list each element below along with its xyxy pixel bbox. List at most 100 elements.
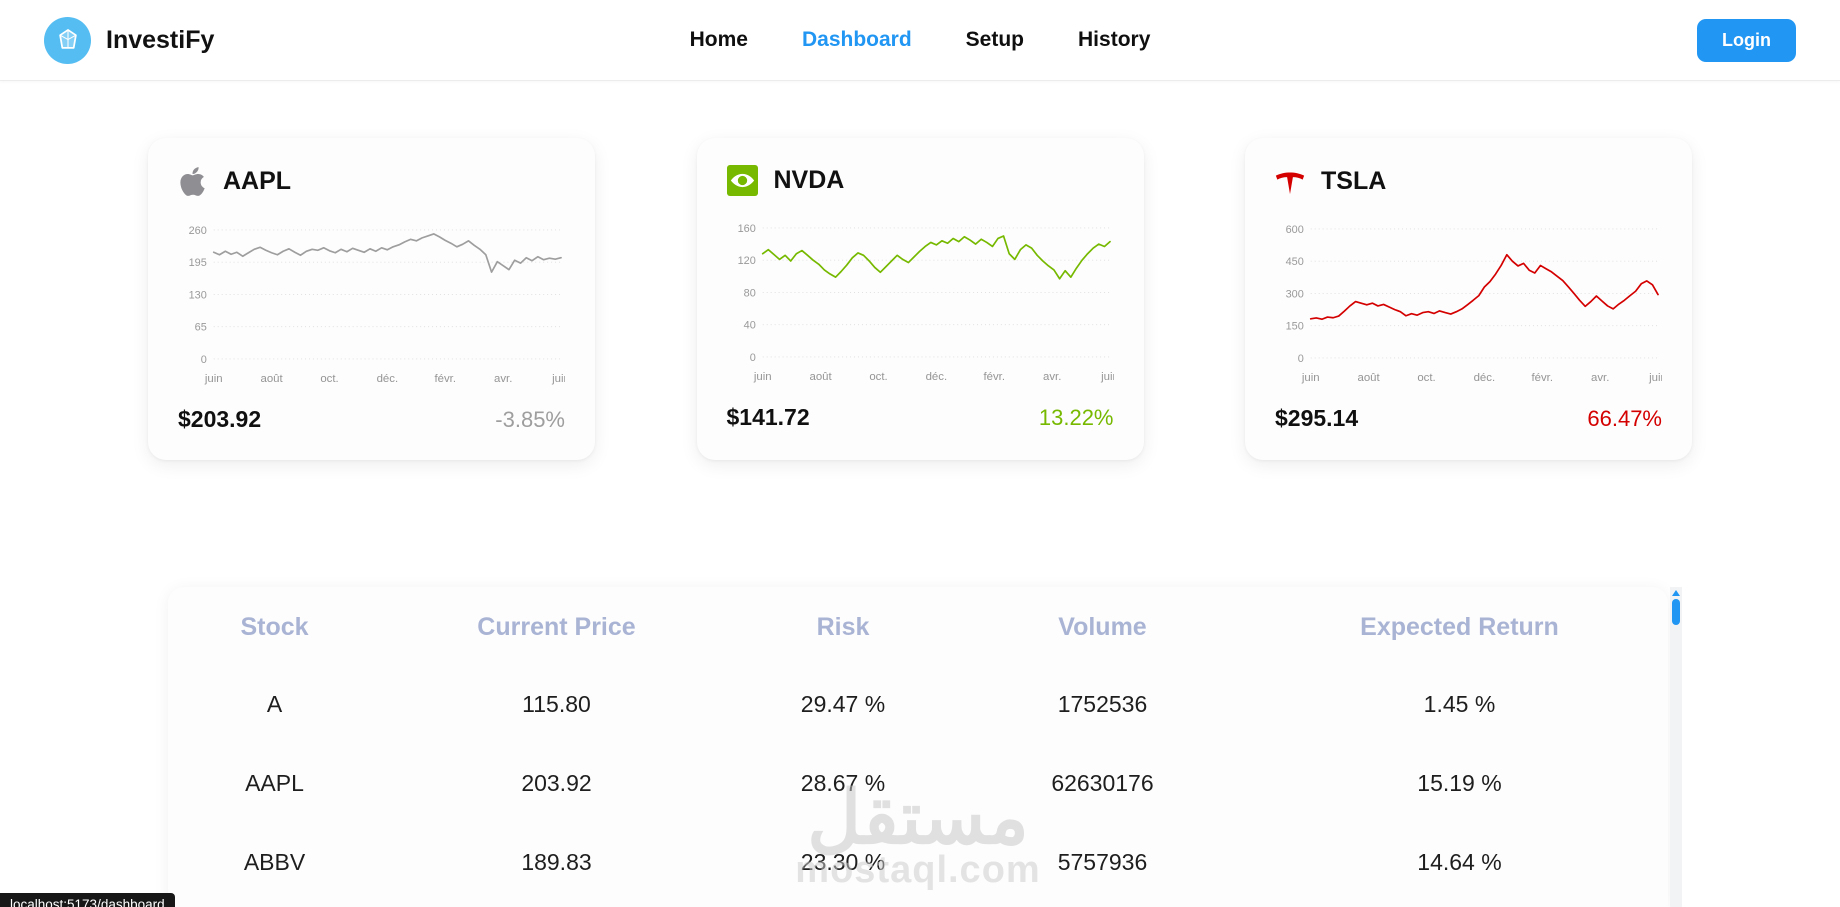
- current-price: $203.92: [178, 405, 262, 432]
- svg-text:300: 300: [1286, 288, 1304, 300]
- nav-item-dashboard[interactable]: Dashboard: [801, 28, 912, 51]
- column-header-stock: Stock: [240, 612, 309, 641]
- svg-text:avr.: avr.: [494, 373, 512, 385]
- change-percent: 13.22%: [1038, 404, 1114, 430]
- svg-text:juin: juin: [1100, 371, 1114, 383]
- cell-risk: 28.67 %: [800, 770, 886, 796]
- svg-text:juin: juin: [1301, 372, 1320, 384]
- svg-text:juin: juin: [1648, 372, 1662, 384]
- cell-risk: 23.30 %: [800, 849, 886, 875]
- stock-card-aapl: AAPL 260 195 130 65 0 juin août oct. déc. févr. av…: [148, 138, 595, 460]
- svg-text:oct.: oct.: [320, 373, 338, 385]
- table-header-row: Stock Current Price Risk Volume Expected…: [168, 607, 1668, 647]
- cell-volume: 62630176: [1051, 770, 1154, 796]
- nvda-sparkline-chart: 160 120 80 40 0 juin août oct. déc. févr. avr. juin: [737, 223, 1118, 383]
- svg-text:0: 0: [749, 352, 755, 364]
- table-body: A 115.80 29.47 % 1752536 1.45 % AAPL 203…: [168, 665, 1668, 902]
- svg-text:80: 80: [743, 287, 755, 299]
- cell-return: 1.45 %: [1423, 691, 1496, 717]
- top-nav-bar: InvestiFy Home Dashboard Setup History L…: [0, 0, 1840, 81]
- svg-text:450: 450: [1286, 256, 1304, 268]
- svg-text:févr.: févr.: [983, 371, 1005, 383]
- login-button[interactable]: Login: [1697, 18, 1796, 62]
- brand-logo-icon: [44, 16, 91, 64]
- current-price: $141.72: [726, 403, 810, 430]
- svg-text:avr.: avr.: [1042, 371, 1060, 383]
- brand[interactable]: InvestiFy: [44, 16, 215, 64]
- card-header: TSLA: [1275, 165, 1662, 197]
- card-header: AAPL: [178, 165, 565, 198]
- card-footer: $295.14 66.47%: [1275, 405, 1662, 432]
- change-percent: 66.47%: [1587, 405, 1662, 431]
- svg-text:août: août: [260, 373, 283, 385]
- svg-text:juin: juin: [204, 373, 223, 385]
- cell-stock: ABBV: [243, 849, 306, 875]
- apple-logo-icon: [178, 165, 207, 198]
- stocks-table: Stock Current Price Risk Volume Expected…: [168, 587, 1668, 907]
- cell-volume: 5757936: [1057, 849, 1148, 875]
- cell-volume: 1752536: [1057, 691, 1148, 717]
- svg-text:févr.: févr.: [434, 373, 456, 385]
- cell-price: 189.83: [521, 849, 592, 875]
- svg-text:juin: juin: [551, 373, 565, 385]
- nav-item-history[interactable]: History: [1078, 28, 1151, 51]
- svg-text:0: 0: [1298, 353, 1304, 365]
- cell-price: 115.80: [522, 691, 591, 717]
- cell-stock: A: [266, 691, 283, 717]
- svg-text:150: 150: [1286, 321, 1304, 333]
- brand-name: InvestiFy: [106, 25, 215, 54]
- svg-text:195: 195: [189, 257, 207, 269]
- svg-text:déc.: déc.: [925, 371, 947, 383]
- scrollbar-up-arrow-icon[interactable]: [1672, 590, 1680, 596]
- nav-item-setup[interactable]: Setup: [965, 28, 1025, 51]
- column-header-volume: Volume: [1058, 612, 1147, 641]
- card-footer: $141.72 13.22%: [727, 404, 1114, 431]
- svg-text:0: 0: [201, 354, 207, 366]
- stock-cards-row: AAPL 260 195 130 65 0 juin août oct. déc. févr. av…: [148, 138, 1692, 460]
- table-row: A 115.80 29.47 % 1752536 1.45 %: [168, 665, 1668, 744]
- svg-text:120: 120: [737, 255, 755, 267]
- current-price: $295.14: [1275, 404, 1359, 431]
- svg-text:août: août: [1357, 372, 1380, 384]
- table-row: AAPL 203.92 28.67 % 62630176 15.19 %: [168, 744, 1668, 823]
- svg-text:130: 130: [189, 289, 207, 301]
- svg-text:févr.: févr.: [1531, 372, 1553, 384]
- table-scrollbar[interactable]: [1670, 587, 1682, 907]
- ticker-label: TSLA: [1321, 166, 1387, 195]
- card-header: NVDA: [726, 165, 1114, 196]
- stock-card-nvda: NVDA 160 120 80 40 0 juin août oct. déc. févr. avr…: [696, 138, 1144, 460]
- column-header-expected-return: Expected Return: [1360, 612, 1559, 641]
- ticker-label: AAPL: [223, 167, 292, 195]
- svg-text:260: 260: [189, 225, 207, 237]
- svg-text:40: 40: [743, 320, 755, 332]
- tsla-sparkline-chart: 600 450 300 150 0 juin août oct. déc. févr. avr. ju…: [1286, 224, 1667, 384]
- nvidia-logo-icon: [726, 165, 758, 196]
- column-header-risk: Risk: [816, 612, 870, 641]
- svg-text:oct.: oct.: [869, 371, 887, 383]
- cell-return: 15.19 %: [1417, 770, 1502, 796]
- cell-price: 203.92: [521, 770, 592, 796]
- status-url-tooltip: localhost:5173/dashboard: [0, 893, 175, 907]
- scrollbar-thumb[interactable]: [1672, 599, 1680, 625]
- svg-text:65: 65: [195, 322, 207, 334]
- tesla-logo-icon: [1275, 165, 1305, 197]
- ticker-label: NVDA: [773, 166, 845, 194]
- cell-return: 14.64 %: [1417, 849, 1502, 875]
- svg-text:déc.: déc.: [377, 373, 399, 385]
- cell-stock: AAPL: [245, 770, 304, 796]
- change-percent: -3.85%: [495, 406, 565, 432]
- svg-text:160: 160: [737, 223, 755, 235]
- cell-risk: 29.47 %: [800, 691, 886, 717]
- svg-text:oct.: oct.: [1417, 372, 1435, 384]
- card-footer: $203.92 -3.85%: [178, 406, 565, 433]
- main-nav: Home Dashboard Setup History: [690, 28, 1151, 52]
- svg-text:déc.: déc.: [1474, 372, 1496, 384]
- table-row: ABBV 189.83 23.30 % 5757936 14.64 %: [168, 823, 1668, 902]
- stock-card-tsla: TSLA 600 450 300 150 0 juin août oct. déc. févr. a…: [1245, 138, 1692, 460]
- nav-item-home[interactable]: Home: [689, 28, 748, 51]
- aapl-sparkline-chart: 260 195 130 65 0 juin août oct. déc. févr. avr. jui…: [189, 225, 570, 385]
- column-header-current-price: Current Price: [477, 612, 636, 641]
- svg-text:août: août: [809, 371, 832, 383]
- svg-text:600: 600: [1286, 224, 1304, 236]
- stocks-table-section: Stock Current Price Risk Volume Expected…: [168, 587, 1682, 907]
